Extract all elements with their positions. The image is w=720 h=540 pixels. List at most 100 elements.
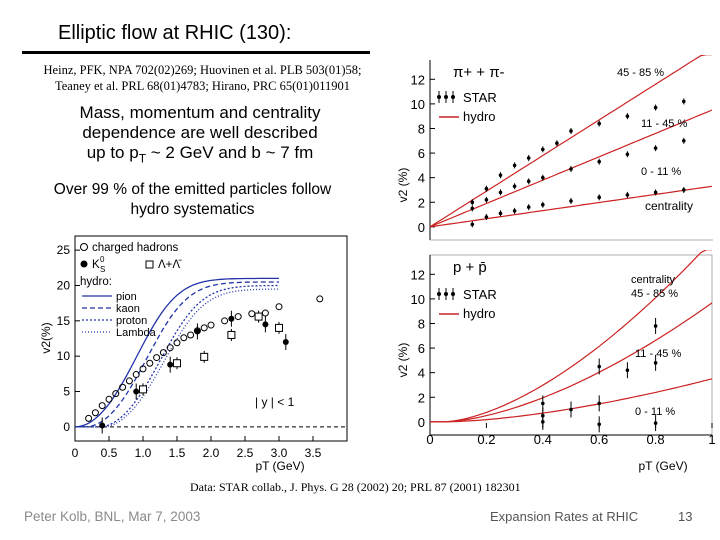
point-charged-hadron [261,309,269,317]
x-tick-label: 0.2 [477,432,495,447]
description: Mass, momentum and centrality dependence… [40,103,360,168]
legend-star: STAR [463,90,497,105]
legend-charged-hadrons: charged hadrons [92,242,179,254]
data-point [526,156,531,160]
x-tick-label: 1.0 [135,446,152,460]
x-tick-label: 1 [708,432,715,447]
footer-title: Expansion Rates at RHIC [490,509,639,524]
point-k0s [133,388,140,395]
point-k0s [282,339,289,346]
data-point [569,199,573,203]
data-point [597,121,601,126]
slide-title: Elliptic flow at RHIC (130): [58,22,292,44]
annotation-centrality: centrality [631,274,676,286]
annotation-centrality: centrality [645,199,693,213]
hydro-curve-kaon [75,281,279,428]
legend-hydro: hydro [463,306,496,321]
panel-title-pions: π+ + π- [453,64,505,81]
y-tick-label: 4 [418,171,425,186]
legend-star-marker [437,288,455,300]
y-tick-label: 5 [63,385,70,399]
annotation-45-85: 45 - 85 % [617,67,664,79]
hydro-curve-45-85 [429,55,712,228]
legend-hydro: hydro [463,109,496,124]
point-charged-hadron [159,349,167,357]
references-line-2: Teaney et al. PRL 68(01)4783; Hirano, PR… [54,79,351,93]
rapidity-annotation: | y | < 1 [255,395,295,409]
point-k0s [262,321,269,328]
point-lambda [200,352,209,361]
hydro-curve-45-85 [430,250,712,423]
page-number: 13 [678,509,693,524]
data-point [512,163,517,168]
data-point [653,324,658,328]
hydro-curve-0-11 [429,185,713,228]
y-tick-label: 10 [411,292,425,307]
point-charged-hadron [119,383,127,391]
y-tick-label: 10 [57,349,71,363]
data-point [569,129,573,133]
description-line-3: up to pT ~ 2 GeV and b ~ 7 fm [40,143,360,168]
annotation-0-11: 0 - 11 % [635,406,675,418]
y-tick-label: 8 [418,121,425,136]
data-point [597,364,601,369]
legend-marker-charged [80,243,88,251]
point-charged-hadron [316,295,324,303]
point-charged-hadron [139,365,147,373]
point-charged-hadron [180,334,188,342]
x-tick-label: 1.5 [169,446,186,460]
annotation-0-11: 0 - 11 % [641,166,681,178]
summary-statement: Over 99 % of the emitted particles follo… [15,180,370,220]
data-point [526,205,531,209]
y-tick-label: 20 [57,278,71,292]
footer-author: Peter Kolb, BNL, Mar 7, 2003 [24,509,201,524]
point-charged-hadron [248,310,256,318]
title-underline [22,51,370,54]
data-point [498,190,503,195]
point-charged-hadron [275,303,283,311]
data-point [526,179,531,184]
point-charged-hadron [200,324,208,332]
data-point [541,175,545,180]
data-point [498,211,503,216]
data-point [625,114,630,118]
data-point [569,407,573,412]
point-lambda [139,385,147,394]
data-source: Data: STAR collab., J. Phys. G 28 (2002)… [190,480,521,494]
y-tick-label: 2 [418,390,425,405]
x-tick-label: 2.5 [237,446,254,460]
data-point [597,195,601,200]
data-point [653,105,658,110]
point-charged-hadron [132,371,140,379]
data-point [512,209,517,213]
legend-k-sup: 0 [100,255,105,264]
data-point [653,190,658,195]
data-point [625,368,630,373]
y-tick-label: 4 [418,366,425,381]
data-point [625,193,630,197]
data-point [541,420,545,424]
point-lambda [254,312,263,321]
y-tick-label: 0 [418,220,425,235]
data-point [541,401,545,406]
point-k0s [99,422,106,429]
y-tick-label: 0 [418,415,425,430]
data-point [597,401,601,406]
x-tick-label: 0 [72,446,79,460]
point-charged-hadron [221,317,229,325]
legend-k: K [92,259,100,271]
legend-lambda-hydro: Lambda [116,327,157,339]
data-point [653,146,658,150]
point-charged-hadron [91,409,99,417]
y-tick-label: 6 [418,341,425,356]
annotation-11-45: 11 - 45 % [641,118,687,130]
data-point [653,361,658,365]
desc-prefix: up to p [86,143,139,162]
x-tick-label: 3.5 [305,446,322,460]
point-k0s [167,361,174,368]
y-tick-label: 10 [411,97,425,112]
point-charged-hadron [105,395,113,403]
x-tick-label: 3.0 [271,446,288,460]
hydro-curve-pion [74,277,279,428]
point-charged-hadron [125,377,133,385]
